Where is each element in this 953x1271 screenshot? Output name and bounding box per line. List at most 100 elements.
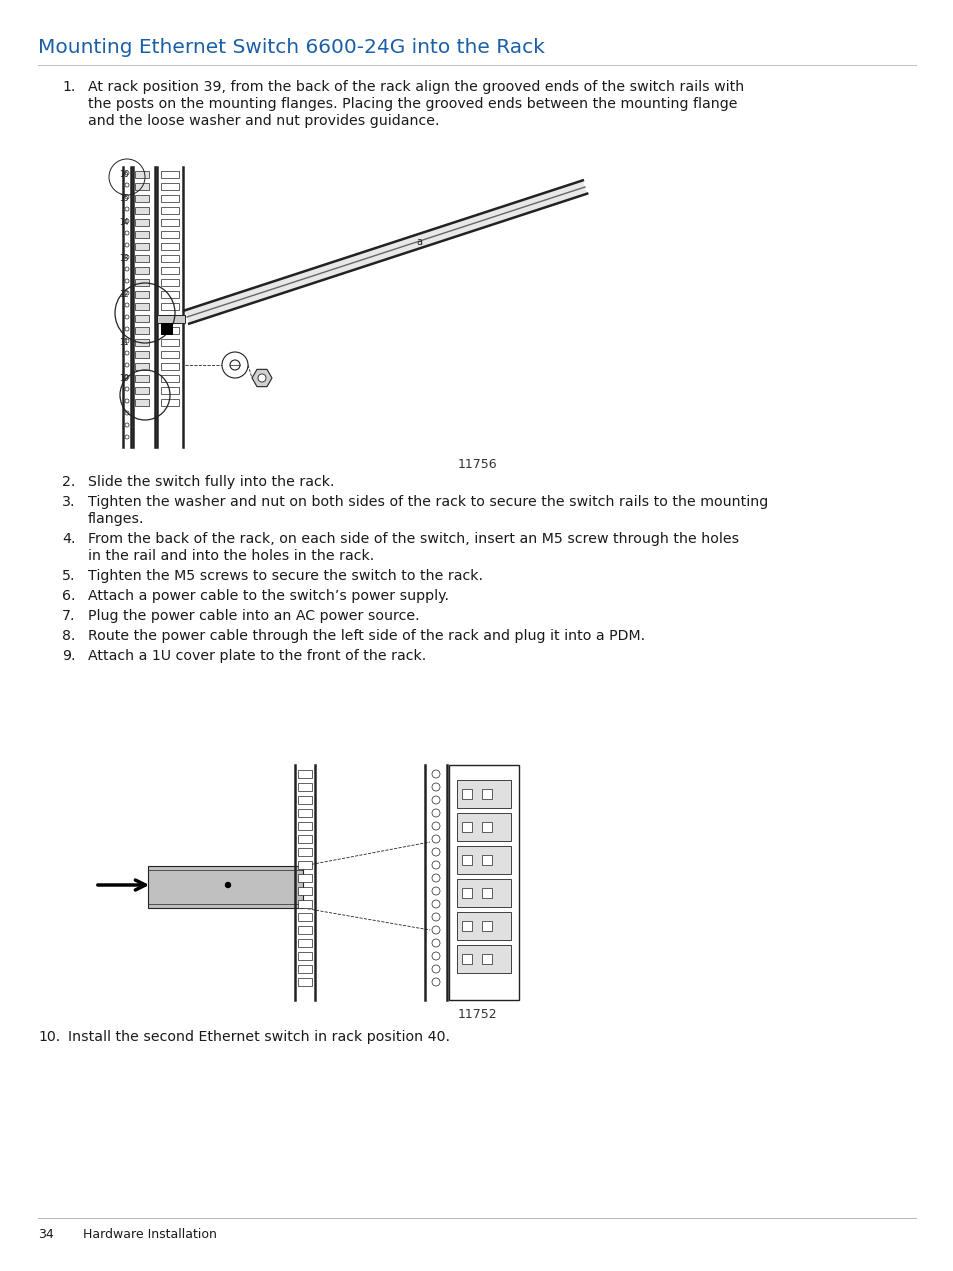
Text: At rack position 39, from the back of the rack align the grooved ends of the swi: At rack position 39, from the back of th… [88,80,743,94]
Text: 3.: 3. [62,494,75,508]
Circle shape [257,374,266,383]
Bar [161,323,172,336]
Bar [456,913,511,941]
Circle shape [432,927,439,934]
Bar [297,887,312,895]
Circle shape [125,327,129,330]
Text: From the back of the rack, on each side of the switch, insert an M5 screw throug: From the back of the rack, on each side … [88,533,739,547]
Circle shape [125,375,129,379]
Bar [297,900,312,907]
Circle shape [432,965,439,974]
Circle shape [125,291,129,295]
Text: 11: 11 [119,338,129,347]
Bar [161,231,179,238]
Circle shape [125,231,129,235]
Circle shape [432,874,439,882]
Bar [456,846,511,874]
Text: Slide the switch fully into the rack.: Slide the switch fully into the rack. [88,475,335,489]
Circle shape [125,399,129,403]
Circle shape [125,351,129,355]
Bar [449,765,518,1000]
Text: 16: 16 [119,170,129,179]
Bar [135,219,149,226]
Bar [161,219,179,226]
Bar [161,172,179,178]
Text: 7.: 7. [62,609,75,623]
Circle shape [432,952,439,960]
Circle shape [125,183,129,187]
Circle shape [432,783,439,791]
Bar [461,789,472,799]
Bar [135,231,149,238]
Text: Plug the power cable into an AC power source.: Plug the power cable into an AC power so… [88,609,419,623]
Circle shape [125,267,129,271]
Circle shape [125,339,129,343]
Text: in the rail and into the holes in the rack.: in the rail and into the holes in the ra… [88,549,374,563]
Circle shape [432,887,439,895]
Circle shape [230,360,240,370]
Text: 10: 10 [119,374,129,383]
Text: Mounting Ethernet Switch 6600-24G into the Rack: Mounting Ethernet Switch 6600-24G into t… [38,38,544,57]
Text: Route the power cable through the left side of the rack and plug it into a PDM.: Route the power cable through the left s… [88,629,644,643]
Bar [135,386,149,394]
Text: Hardware Installation: Hardware Installation [83,1228,216,1240]
Bar [456,813,511,841]
Bar [481,789,492,799]
Bar [161,351,179,358]
Bar [297,977,312,986]
Bar [135,243,149,250]
Bar [161,327,179,334]
Circle shape [125,302,129,308]
Bar [161,267,179,275]
Bar [161,207,179,214]
Bar [297,848,312,855]
Bar [461,822,472,833]
Circle shape [125,280,129,283]
Bar [161,302,179,310]
Circle shape [432,796,439,805]
Circle shape [432,900,439,907]
Circle shape [432,977,439,986]
Circle shape [432,770,439,778]
Text: 2.: 2. [62,475,75,489]
Circle shape [125,411,129,416]
Text: 8.: 8. [62,629,75,643]
Bar [456,780,511,808]
Bar [456,880,511,907]
Text: Install the second Ethernet switch in rack position 40.: Install the second Ethernet switch in ra… [68,1030,450,1043]
Bar [135,364,149,370]
Bar [461,921,472,930]
Circle shape [432,848,439,855]
Bar [161,255,179,262]
Circle shape [432,913,439,921]
Bar [135,267,149,275]
Text: Tighten the washer and nut on both sides of the rack to secure the switch rails : Tighten the washer and nut on both sides… [88,494,767,508]
Bar [481,855,492,866]
Bar [135,375,149,383]
Text: 12: 12 [119,290,129,299]
Bar [297,860,312,869]
Bar [297,822,312,830]
Circle shape [125,219,129,222]
Bar [481,921,492,930]
Circle shape [125,243,129,247]
Bar [461,855,472,866]
Bar [135,172,149,178]
Bar [135,291,149,297]
Bar [461,955,472,963]
Circle shape [125,172,129,175]
Bar [135,255,149,262]
Text: 11756: 11756 [456,458,497,472]
Bar [161,194,179,202]
Bar [161,364,179,370]
Bar [297,770,312,778]
Bar [161,399,179,405]
Bar [297,939,312,947]
Text: 6.: 6. [62,588,75,602]
Bar [157,315,185,323]
Text: 1.: 1. [62,80,75,94]
Circle shape [432,835,439,843]
Bar [297,796,312,805]
Bar [161,375,179,383]
Text: 4.: 4. [62,533,75,547]
